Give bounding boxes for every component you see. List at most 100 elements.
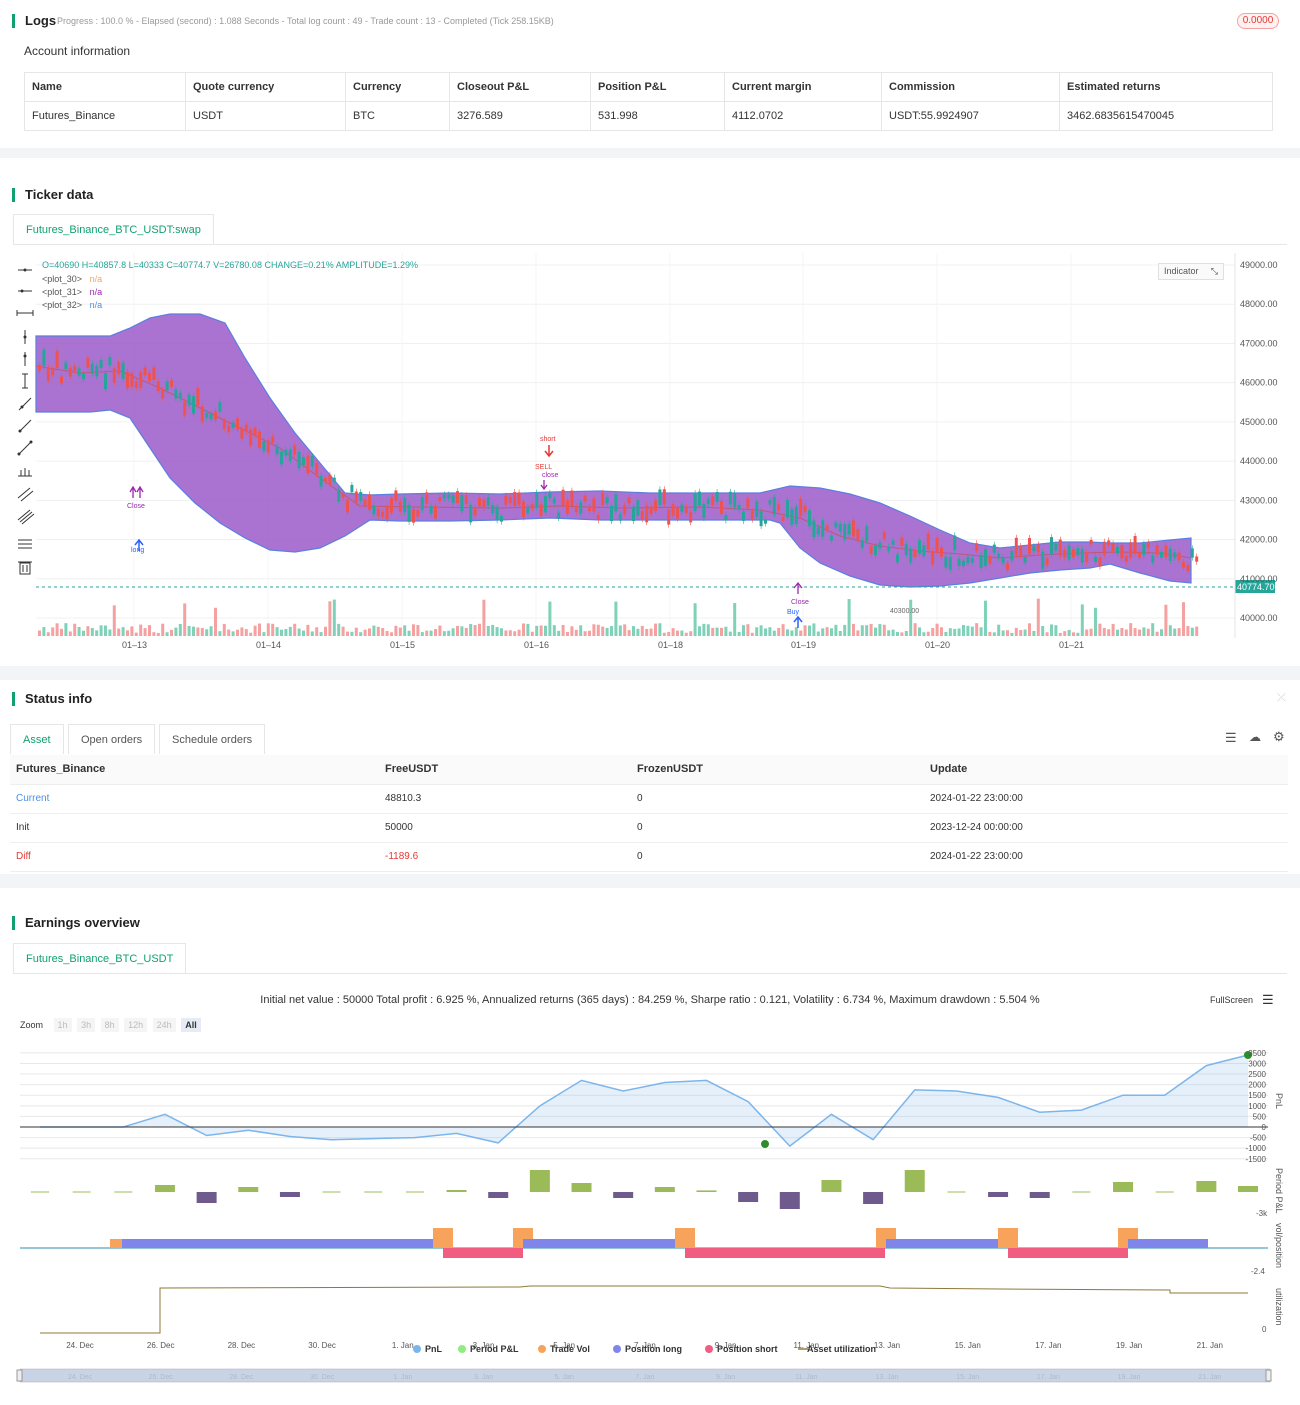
navigator-time-axis: 24. Dec 26. Dec 28. Dec 30. Dec 1. Jan 3. Jan… — [68, 1374, 1221, 1381]
volume-bar — [363, 629, 367, 636]
fib-levels-icon[interactable] — [18, 539, 32, 549]
col-position-pnl: Position P&L — [590, 72, 725, 102]
volume-bar — [416, 625, 420, 636]
zoom-8h[interactable]: 8h — [100, 1018, 119, 1032]
navigator-time-tick: 13. Jan — [876, 1374, 899, 1381]
navigator-left-handle[interactable] — [16, 1369, 23, 1382]
candle-body — [161, 389, 165, 399]
price-range-icon[interactable] — [18, 468, 32, 477]
volume-bar — [200, 627, 204, 636]
candle-body — [117, 361, 121, 375]
horizontal-ray-icon[interactable] — [18, 289, 32, 293]
legend-item[interactable]: PnL — [425, 1344, 443, 1354]
volume-bar — [174, 627, 178, 636]
zoom-12h[interactable]: 12h — [124, 1018, 148, 1032]
navigator[interactable]: 24. Dec 26. Dec 28. Dec 30. Dec 1. Jan 3. Jan… — [16, 1368, 1272, 1383]
candle-body — [720, 500, 723, 515]
volume-bar — [539, 625, 543, 636]
logs-progress: Progress : 100.0 % - Elapsed (second) : … — [57, 16, 554, 26]
segment-line-icon[interactable] — [17, 440, 33, 456]
candle-body — [469, 504, 473, 523]
indicator-button[interactable]: Indicator ⤡ — [1158, 263, 1224, 280]
ray-line-icon[interactable] — [18, 419, 32, 433]
price-chart[interactable]: 40774.70 49000.00 48000.00 47000.00 46000.0… — [0, 248, 1300, 668]
candle-body — [319, 475, 323, 487]
volume-bar — [332, 599, 336, 636]
settings-icon[interactable]: ⚙ — [1273, 729, 1285, 744]
zoom-1h[interactable]: 1h — [53, 1018, 72, 1032]
vertical-ray-icon[interactable] — [23, 352, 27, 366]
vertical-line-icon[interactable] — [23, 330, 27, 344]
parallel-channel-icon[interactable] — [17, 487, 34, 502]
legend-item[interactable]: Period P&L — [470, 1344, 519, 1354]
legend-item[interactable]: Trade Vol — [550, 1344, 590, 1354]
pnl-tick-label: 3500 — [1248, 1049, 1266, 1058]
legend-item[interactable]: Position short — [717, 1344, 778, 1354]
collapse-icon[interactable]: ⤫ — [1277, 692, 1286, 704]
buy-close-arrows-icon — [129, 485, 144, 498]
vertical-segment-icon[interactable] — [22, 373, 28, 389]
candle-body — [962, 560, 965, 567]
candle-body — [1032, 546, 1036, 552]
volume-bar — [772, 630, 776, 636]
volume-bar — [596, 624, 600, 636]
trend-line-icon[interactable] — [18, 397, 32, 411]
extended-line-icon[interactable] — [16, 310, 34, 316]
volume-bar — [671, 628, 675, 636]
period-pnl-bar — [654, 1187, 675, 1192]
volume-bar — [412, 624, 415, 636]
legend-item[interactable]: Position long — [625, 1344, 682, 1354]
period-pnl-bar — [1113, 1182, 1134, 1192]
navigator-time-tick: 30. Dec — [310, 1374, 335, 1381]
volume-bar — [1050, 624, 1053, 636]
volume-bar — [482, 599, 486, 636]
candle-body — [156, 381, 160, 392]
horizontal-line-icon[interactable] — [18, 268, 32, 272]
candle-body — [535, 492, 539, 508]
candle-body — [297, 452, 301, 469]
tab-open-orders[interactable]: Open orders — [68, 724, 156, 754]
plot-31-name: <plot_31> — [42, 287, 83, 297]
volume-bar — [1129, 623, 1133, 636]
position-short-bar — [685, 1248, 885, 1258]
tab-schedule-orders[interactable]: Schedule orders — [159, 724, 266, 754]
asset-header-row: Futures_Binance FreeUSDT FrozenUSDT Upda… — [10, 755, 1288, 785]
candle-body — [68, 367, 72, 377]
tab-earnings-symbol[interactable]: Futures_Binance_BTC_USDT — [13, 943, 187, 973]
navigator-right-handle[interactable] — [1265, 1369, 1272, 1382]
fullscreen-button[interactable]: FullScreen — [1210, 995, 1253, 1005]
candle-body — [341, 493, 345, 499]
volume-bar — [429, 630, 433, 636]
zoom-all[interactable]: All — [181, 1018, 201, 1032]
tab-asset[interactable]: Asset — [10, 724, 64, 754]
list-icon[interactable]: ☰ — [1225, 730, 1237, 745]
col-currency: Currency — [345, 72, 450, 102]
zoom-24h[interactable]: 24h — [152, 1018, 176, 1032]
volume-bar — [623, 624, 627, 636]
last-price-badge — [1235, 580, 1275, 593]
candle-body — [1054, 544, 1058, 551]
candle-body — [46, 367, 50, 381]
volume-bar — [434, 629, 437, 636]
legend-item[interactable]: Asset utilization — [807, 1344, 876, 1354]
period-pnl-bar — [904, 1170, 925, 1192]
volume-bar — [984, 600, 987, 636]
volume-bar — [508, 630, 512, 636]
volume-bar — [574, 629, 578, 636]
candle-body — [654, 500, 657, 511]
fib-channel-icon[interactable] — [17, 509, 35, 525]
tab-ticker-symbol[interactable]: Futures_Binance_BTC_USDT:swap — [13, 214, 214, 244]
col-free-usdt: FreeUSDT — [379, 755, 631, 785]
candle-body — [552, 498, 556, 504]
download-icon[interactable]: ☁ — [1249, 730, 1261, 744]
volume-bar — [253, 625, 257, 636]
volume-bar — [73, 623, 77, 636]
candle-body — [130, 373, 134, 387]
menu-icon[interactable]: ☰ — [1262, 992, 1274, 1007]
volume-bar — [302, 630, 305, 636]
zoom-3h[interactable]: 3h — [77, 1018, 96, 1032]
volume-bar — [909, 599, 913, 636]
volume-bar — [394, 625, 398, 636]
trash-icon[interactable] — [18, 561, 32, 575]
